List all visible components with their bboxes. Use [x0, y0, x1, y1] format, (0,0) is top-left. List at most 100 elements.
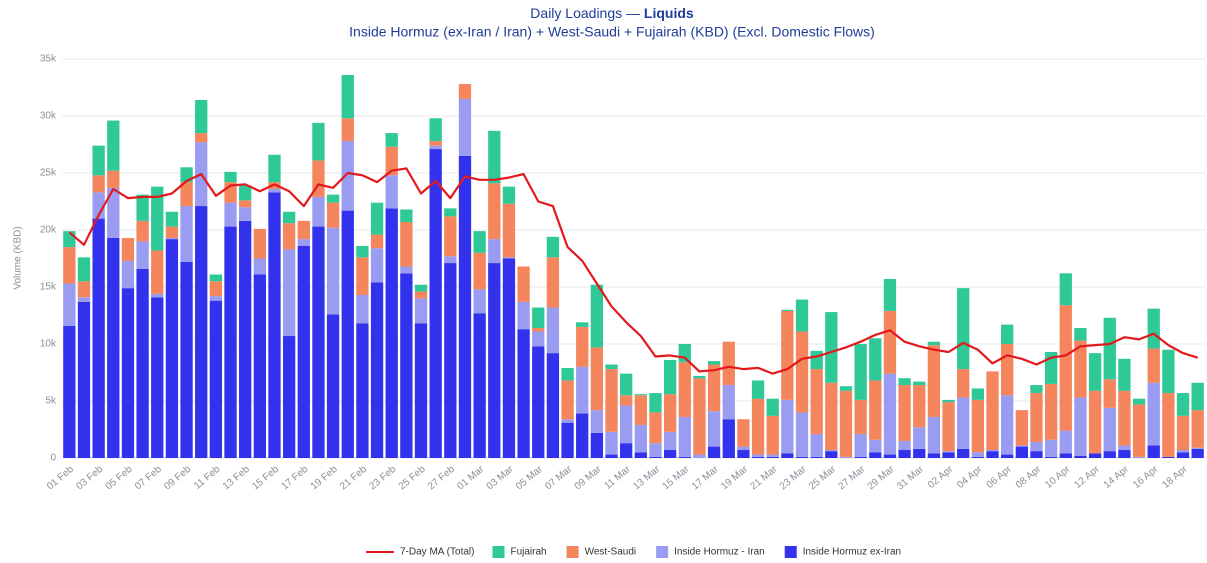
bar-segment	[795, 456, 809, 458]
bar-segment	[869, 452, 882, 458]
bar-segment	[1044, 439, 1058, 457]
bar-segment	[810, 434, 823, 457]
bar-segment	[634, 424, 647, 453]
bar-segment	[224, 226, 237, 458]
bar-segment	[576, 326, 589, 367]
bar-segment	[913, 381, 926, 386]
y-tick-label: 15k	[40, 282, 57, 293]
y-tick-label: 10k	[40, 339, 57, 350]
bar-segment	[927, 341, 941, 346]
bar-segment	[986, 451, 999, 458]
bar-segment	[473, 231, 486, 253]
bar-segment	[224, 202, 237, 227]
bar-segment	[898, 385, 911, 441]
bar-segment	[282, 336, 296, 458]
bar-segment	[400, 209, 413, 223]
bar-segment	[77, 297, 91, 302]
bar-segment	[605, 369, 618, 432]
bar-segment	[77, 281, 91, 298]
bar-segment	[942, 402, 955, 452]
bar-segment	[458, 84, 472, 99]
bar-segment	[356, 323, 369, 458]
bar-segment	[92, 145, 105, 176]
bar-segment	[312, 122, 325, 161]
bar-segment	[561, 422, 574, 458]
bar-segment	[107, 187, 120, 238]
x-tick-label: 01 Feb	[45, 464, 76, 493]
bar-segment	[1103, 451, 1116, 458]
bar-segment	[1191, 447, 1204, 449]
bar-segment	[1074, 328, 1087, 341]
bar-segment	[1088, 390, 1102, 454]
bar-segment	[532, 346, 545, 458]
bar-segment	[370, 202, 384, 235]
bar-segment	[620, 405, 633, 444]
bar-segment	[282, 223, 296, 250]
bar-segment	[502, 203, 516, 258]
bar-segment	[1162, 393, 1175, 457]
bar-segment	[839, 456, 853, 458]
bar-segment	[649, 412, 662, 444]
bar-segment	[663, 394, 677, 432]
x-tick-label: 03 Feb	[74, 464, 105, 493]
bar-segment	[766, 398, 779, 416]
bar-segment	[883, 373, 897, 455]
bar-segment	[488, 183, 501, 240]
bar-segment	[1191, 448, 1204, 458]
legend-label: Inside Hormuz - Iran	[674, 547, 765, 558]
legend-label: West-Saudi	[585, 547, 637, 558]
bar-segment	[1103, 379, 1116, 408]
bar-segment	[957, 397, 970, 449]
bar-segment	[707, 446, 721, 458]
bar-segment	[151, 293, 164, 298]
bar-segment	[180, 182, 193, 207]
x-tick-label: 23 Feb	[367, 464, 398, 493]
bar-segment	[707, 364, 721, 412]
bar-segment	[458, 155, 472, 458]
bar-segment	[458, 98, 472, 156]
bar-segment	[517, 329, 530, 458]
bar-segment	[136, 194, 149, 221]
bar-segment	[1118, 358, 1131, 391]
bar-segment	[239, 220, 252, 458]
bar-segment	[136, 241, 149, 269]
bar-segment	[444, 208, 457, 217]
bar-segment	[737, 419, 750, 447]
bar-segment	[649, 393, 662, 413]
x-tick-label: 15 Feb	[250, 464, 281, 493]
bar-segment	[253, 258, 266, 275]
bar-segment	[722, 341, 735, 386]
bar-segment	[971, 388, 985, 400]
y-tick-label: 0	[50, 453, 56, 464]
bar-segment	[282, 249, 296, 337]
bar-segment	[1191, 410, 1204, 448]
bar-segment	[1001, 395, 1014, 455]
bar-segment	[488, 239, 501, 264]
bar-segment	[312, 226, 325, 458]
bar-segment	[1088, 453, 1102, 458]
y-axis-label: Volume (KBD)	[13, 226, 24, 289]
title-emphasis: Liquids	[644, 5, 694, 21]
title-text: Daily Loadings —	[530, 5, 640, 21]
bar-segment	[502, 186, 516, 204]
x-tick-label: 05 Feb	[104, 464, 135, 493]
bar-segment	[532, 331, 545, 347]
bar-segment	[766, 454, 779, 457]
x-tick-label: 05 Mar	[514, 463, 545, 492]
bar-segment	[1132, 404, 1146, 457]
bar-segment	[180, 261, 193, 458]
bar-segment	[942, 399, 955, 403]
bar-segment	[1176, 452, 1190, 458]
bar-segment	[781, 399, 794, 454]
bar-segment	[693, 378, 706, 455]
chart-subtitle: Inside Hormuz (ex-Iran / Iran) + West-Sa…	[349, 24, 875, 40]
bar-segment	[385, 146, 398, 176]
bar-segment	[444, 216, 457, 257]
x-tick-label: 11 Mar	[602, 463, 633, 491]
bar-segment	[1118, 390, 1131, 446]
bar-segment	[121, 288, 135, 458]
bar-segment	[473, 313, 486, 458]
bar-segment	[766, 415, 779, 455]
bar-segment	[107, 237, 120, 458]
